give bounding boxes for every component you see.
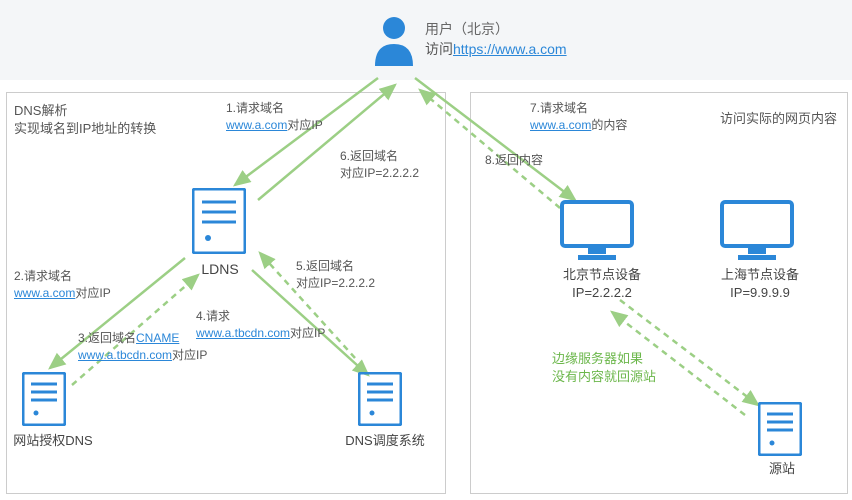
step5-l2: 对应IP=2.2.2.2 [296,276,375,290]
user-url-prefix: 访问 [425,41,453,57]
step3-l2: 对应IP [172,348,207,362]
step4-l1: 4.请求 [196,309,230,323]
left-title-2: 实现域名到IP地址的转换 [14,120,156,138]
origin-icon [758,402,802,461]
step7-l2: 的内容 [591,118,627,132]
step3-text: 3.返回域名CNAME www.a.tbcdn.com对应IP [78,330,207,364]
sh-ip: IP=9.9.9.9 [710,284,810,302]
bj-ip: IP=2.2.2.2 [552,284,652,302]
step3-cname: CNAME [136,331,179,345]
ldns-icon [192,188,246,259]
bj-name: 北京节点设备 [552,266,652,284]
step6-l1: 6.返回域名 [340,149,398,163]
authdns-label: 网站授权DNS [8,432,98,450]
step6-l2: 对应IP=2.2.2.2 [340,166,419,180]
step4-l2: 对应IP [290,326,325,340]
step7-link: www.a.com [530,118,591,132]
edge-note-l2: 没有内容就回源站 [552,369,656,384]
step8-text: 8.返回内容 [485,152,543,169]
step7-text: 7.请求域名 www.a.com的内容 [530,100,627,134]
step5-text: 5.返回域名 对应IP=2.2.2.2 [296,258,375,292]
user-title: 用户（北京） [425,20,509,40]
step2-l2: 对应IP [75,286,110,300]
step5-l1: 5.返回域名 [296,259,354,273]
sh-name: 上海节点设备 [710,266,810,284]
dispatch-icon [358,372,402,431]
sh-icon [720,200,794,267]
step3-l1: 3.返回域名 [78,331,136,345]
step1-link: www.a.com [226,118,287,132]
step2-l1: 2.请求域名 [14,269,72,283]
step2-text: 2.请求域名 www.a.com对应IP [14,268,111,302]
step3-link: www.a.tbcdn.com [78,348,172,362]
step2-link: www.a.com [14,286,75,300]
right-title: 访问实际的网页内容 [720,110,837,128]
left-title-1: DNS解析 [14,102,67,120]
authdns-icon [22,372,66,431]
step7-l1: 7.请求域名 [530,101,588,115]
step1-l1: 1.请求域名 [226,101,284,115]
dispatch-label: DNS调度系统 [330,432,440,450]
step4-link: www.a.tbcdn.com [196,326,290,340]
ldns-label: LDNS [195,260,245,280]
step4-text: 4.请求 www.a.tbcdn.com对应IP [196,308,325,342]
edge-note: 边缘服务器如果 没有内容就回源站 [552,350,656,386]
user-url: 访问https://www.a.com [425,40,567,60]
step1-l2: 对应IP [287,118,322,132]
edge-note-l1: 边缘服务器如果 [552,351,643,366]
user-url-link: https://www.a.com [453,41,567,57]
user-icon [372,14,416,71]
bj-icon [560,200,634,267]
origin-label: 源站 [752,460,812,478]
step6-text: 6.返回域名 对应IP=2.2.2.2 [340,148,419,182]
step1-text: 1.请求域名 www.a.com对应IP [226,100,323,134]
